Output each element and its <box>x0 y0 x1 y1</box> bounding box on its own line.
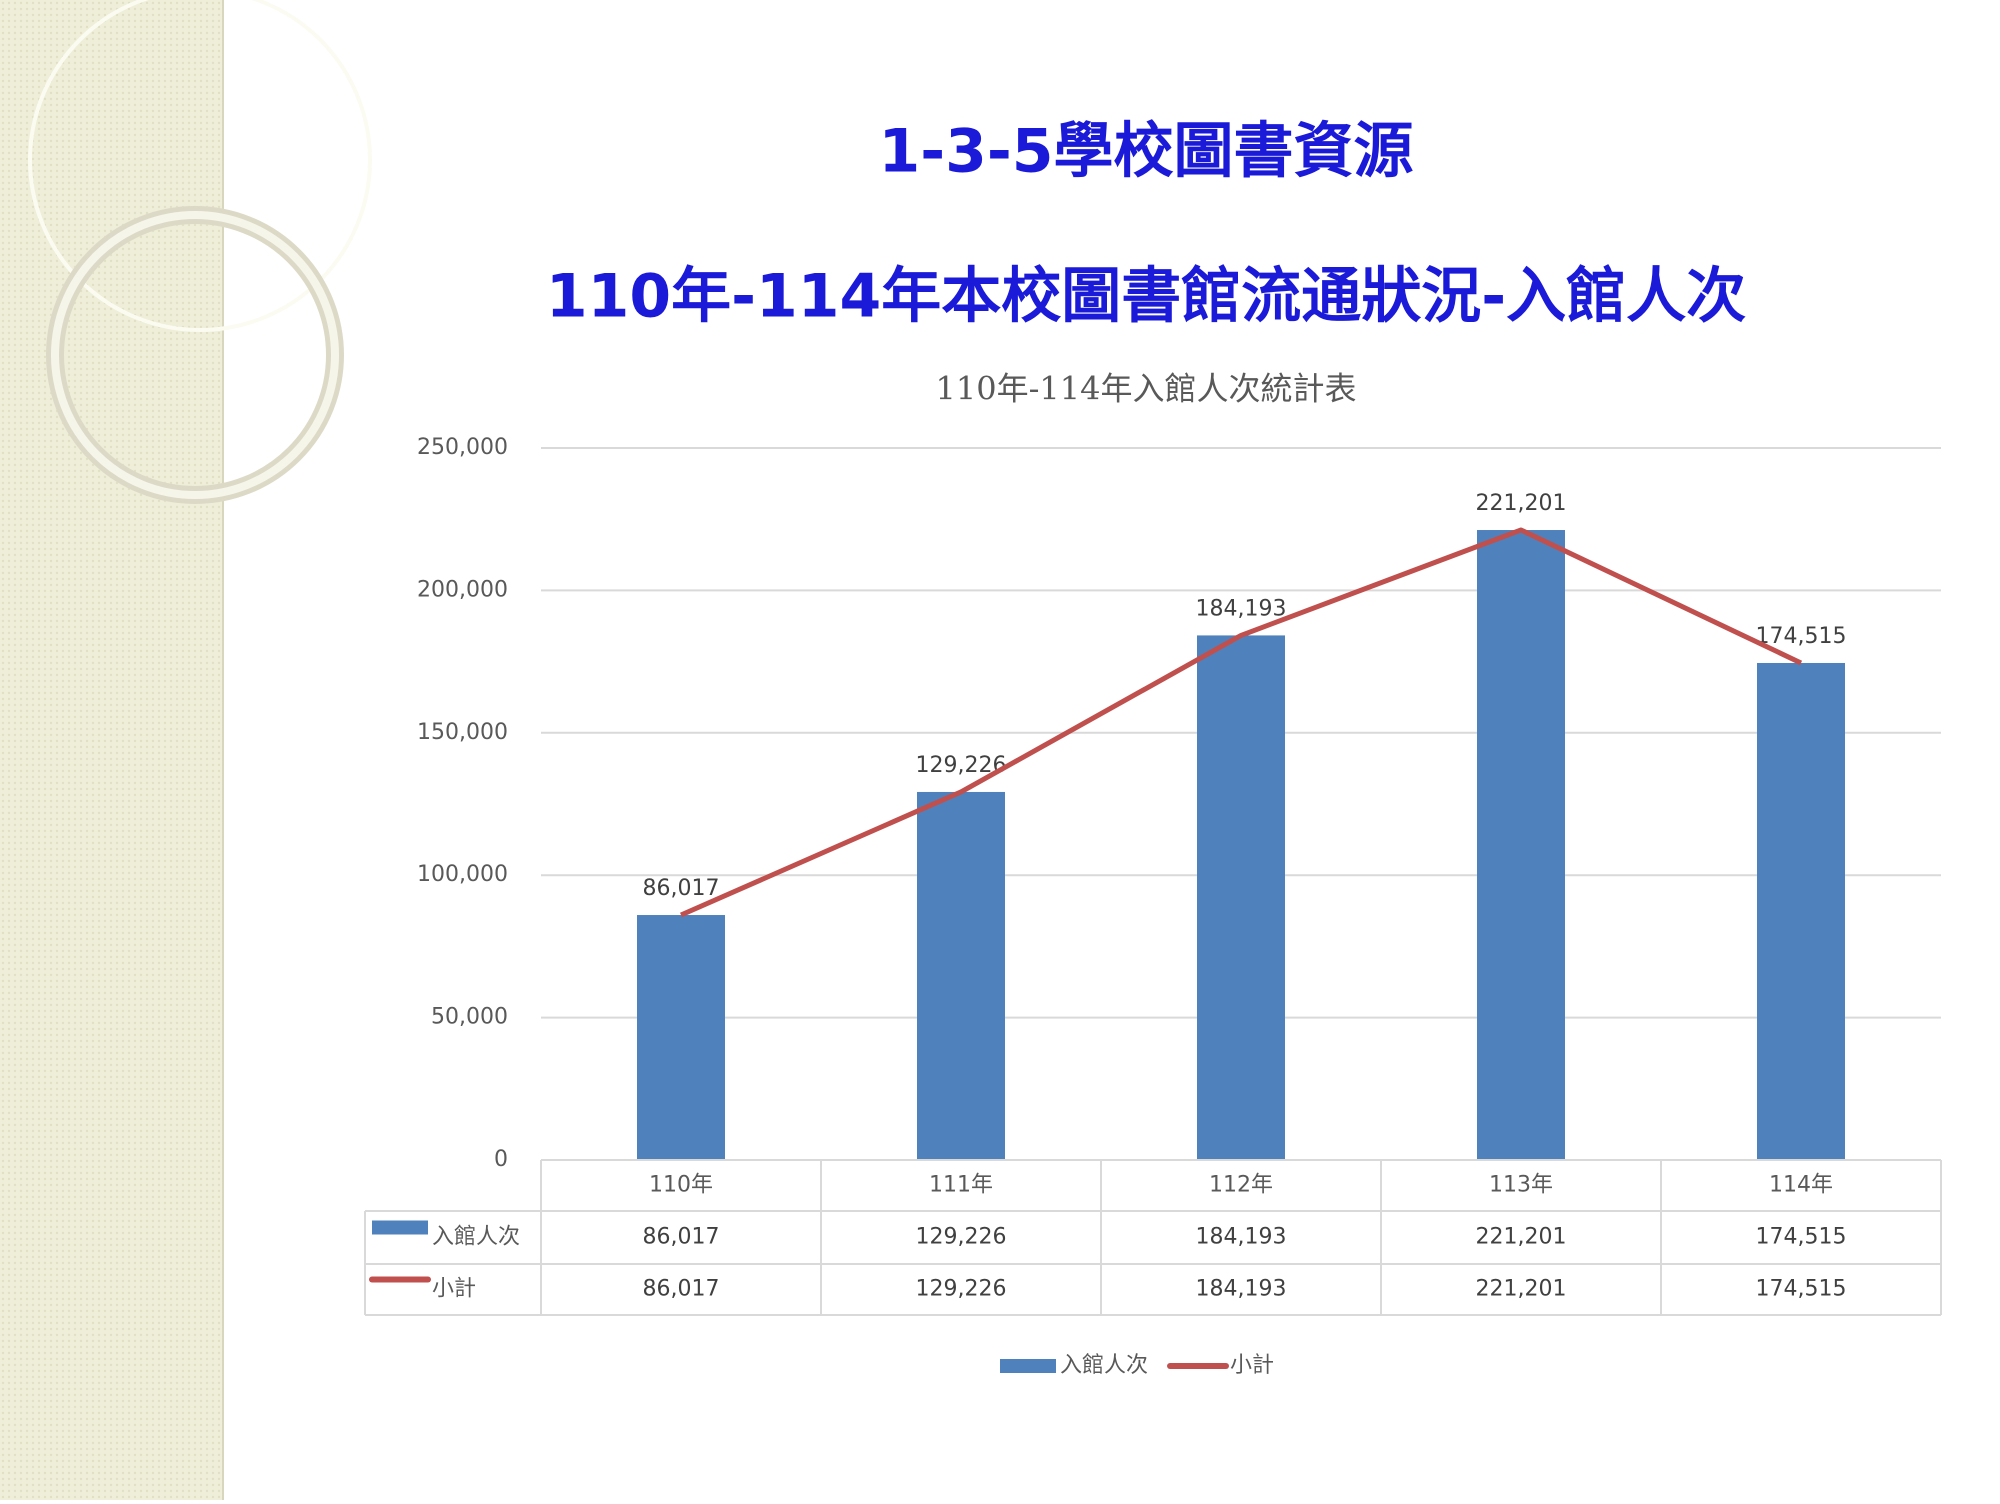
bar <box>1197 635 1285 1160</box>
data-label: 86,017 <box>643 876 720 901</box>
y-tick-label: 0 <box>494 1147 508 1172</box>
table-cell: 129,226 <box>916 1277 1007 1302</box>
y-tick-label: 200,000 <box>417 577 508 602</box>
x-tick-label: 110年 <box>649 1173 713 1198</box>
legend-key <box>1000 1359 1056 1373</box>
y-tick-label: 100,000 <box>417 862 508 887</box>
table-cell: 174,515 <box>1756 1277 1847 1302</box>
bar <box>1477 530 1565 1160</box>
x-tick-label: 112年 <box>1209 1173 1273 1198</box>
legend-label: 入館人次 <box>1060 1353 1148 1378</box>
x-tick-label: 111年 <box>929 1173 993 1198</box>
x-tick-label: 114年 <box>1769 1173 1833 1198</box>
slide-heading: 1-3-5學校圖書資源 <box>878 117 1413 187</box>
y-tick-label: 50,000 <box>431 1005 508 1030</box>
table-cell: 174,515 <box>1756 1225 1847 1250</box>
x-tick-label: 113年 <box>1489 1173 1553 1198</box>
table-row-label: 入館人次 <box>432 1225 520 1250</box>
slide-subheading: 110年-114年本校圖書館流通狀況-入館人次 <box>546 262 1746 332</box>
table-cell: 86,017 <box>643 1277 720 1302</box>
side-panel <box>0 0 372 1500</box>
table-cell: 86,017 <box>643 1225 720 1250</box>
data-label: 174,515 <box>1756 624 1847 649</box>
y-tick-label: 150,000 <box>417 720 508 745</box>
table-cell: 184,193 <box>1196 1277 1287 1302</box>
bar <box>637 915 725 1160</box>
bar <box>1757 662 1845 1160</box>
line <box>679 527 1803 918</box>
legend-key <box>372 1220 428 1235</box>
legend-label: 小計 <box>1230 1353 1274 1378</box>
data-label: 221,201 <box>1476 491 1567 516</box>
bar <box>917 791 1005 1160</box>
data-label: 184,193 <box>1196 596 1287 621</box>
chart-title: 110年-114年入館人次統計表 <box>936 370 1357 408</box>
table-cell: 184,193 <box>1196 1225 1287 1250</box>
table-cell: 221,201 <box>1476 1225 1567 1250</box>
y-tick-label: 250,000 <box>417 435 508 460</box>
table-cell: 221,201 <box>1476 1277 1567 1302</box>
table-cell: 129,226 <box>916 1225 1007 1250</box>
table-row-label: 小計 <box>432 1277 476 1302</box>
